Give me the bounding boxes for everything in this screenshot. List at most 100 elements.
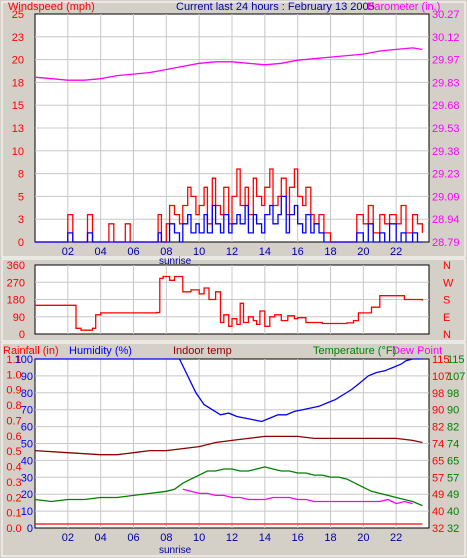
temp-tick-label-green: 98	[447, 388, 459, 400]
wind-tick-label: 20	[12, 55, 24, 67]
temp-tick-label: 57	[432, 472, 444, 484]
temperature-line	[34, 466, 423, 507]
rainfall-tick-label: 0.7	[6, 415, 21, 427]
temp-tick-label: 49	[432, 489, 444, 501]
temp-tick-label-green: 65	[447, 455, 459, 467]
wind-tick-label: 25	[12, 9, 24, 21]
sunrise-label-bottom: sunrise	[159, 545, 192, 556]
wind-tick-label: 18	[12, 77, 24, 89]
humidity-tick-label: 40	[21, 455, 33, 467]
x-tick-label: 06	[127, 246, 139, 258]
temp-tick-label: 32	[432, 523, 444, 535]
wind-tick-label: 5	[18, 191, 24, 203]
barometer-axis-title: Barometer (in.)	[367, 1, 440, 13]
x-tick-label: 18	[324, 532, 336, 544]
direction-tick-label: 90	[13, 312, 25, 324]
humidity-tick-label: 50	[21, 439, 33, 451]
dew-point-axis-title: Dew Point	[392, 345, 442, 357]
rainfall-axis-title: Rainfall (in)	[3, 345, 59, 357]
humidity-tick-label: 70	[21, 405, 33, 417]
rainfall-tick-label: 1.1	[6, 354, 21, 366]
barometer-tick-label: 30.27	[432, 9, 460, 21]
wind-direction-line	[35, 275, 424, 331]
temp-tick-label-green: 49	[447, 489, 459, 501]
humidity-tick-label: 10	[21, 506, 33, 518]
humidity-tick-label: 100	[15, 354, 33, 366]
x-tick-label: 06	[127, 532, 139, 544]
barometer-tick-label: 29.83	[432, 77, 460, 89]
barometer-tick-label: 29.23	[432, 169, 460, 181]
humidity-axis-title: Humidity (%)	[69, 345, 132, 357]
barometer-line	[34, 47, 423, 81]
barometer-tick-label: 29.53	[432, 123, 460, 135]
rainfall-tick-label: 1.0	[6, 369, 21, 381]
indoor-temp-line	[34, 435, 423, 456]
wind-tick-label: 10	[12, 146, 24, 158]
temp-tick-label: 65	[432, 455, 444, 467]
wind-speed-line	[35, 195, 423, 243]
temp-tick-label-green: 82	[447, 422, 459, 434]
temp-tick-label-green: 32	[447, 523, 459, 535]
x-tick-label: 16	[292, 532, 304, 544]
sunrise-label-top: sunrise	[159, 256, 192, 267]
direction-tick-label: 0	[19, 329, 25, 341]
humidity-tick-label: 0	[27, 523, 33, 535]
x-tick-label: 14	[259, 532, 271, 544]
x-tick-label: 12	[226, 532, 238, 544]
temp-tick-label: 90	[432, 405, 444, 417]
direction-tick-label: 360	[7, 260, 25, 272]
compass-tick-label: N	[443, 329, 451, 341]
temp-tick-label-green: 107	[447, 371, 465, 383]
x-tick-label: 20	[357, 532, 369, 544]
humidity-tick-label: 20	[21, 489, 33, 501]
temp-tick-label: 115	[432, 354, 450, 366]
wind-axis-title: Windspeed (mph)	[8, 1, 95, 13]
temp-tick-label: 40	[432, 506, 444, 518]
rainfall-tick-label: 0.2	[6, 492, 21, 504]
x-tick-label: 20	[357, 246, 369, 258]
direction-tick-label: 270	[7, 277, 25, 289]
wind-tick-label: 23	[12, 32, 24, 44]
x-tick-label: 14	[259, 246, 271, 258]
dew-point-line	[182, 488, 413, 505]
x-tick-label: 10	[193, 532, 205, 544]
temperature-axis-title: Temperature (°F)	[313, 345, 396, 357]
indoor-temp-title: Indoor temp	[173, 345, 232, 357]
temp-tick-label-green: 74	[447, 439, 459, 451]
barometer-tick-label: 29.09	[432, 191, 460, 203]
wind-tick-label: 8	[18, 169, 24, 181]
wind-tick-label: 15	[12, 100, 24, 112]
x-tick-label: 02	[62, 532, 74, 544]
compass-tick-label: N	[443, 260, 451, 272]
barometer-tick-label: 29.97	[432, 55, 460, 67]
rainfall-tick-label: 0.8	[6, 400, 21, 412]
temp-tick-label: 74	[432, 439, 444, 451]
x-tick-label: 10	[193, 246, 205, 258]
barometer-tick-label: 30.12	[432, 32, 460, 44]
humidity-line	[35, 358, 423, 423]
compass-tick-label: E	[443, 312, 450, 324]
chart-title: Current last 24 hours : February 13 2005	[176, 1, 375, 13]
rainfall-tick-label: 0.1	[6, 508, 21, 520]
temp-tick-label: 98	[432, 388, 444, 400]
wind-tick-label: 3	[18, 214, 24, 226]
humidity-tick-label: 30	[21, 472, 33, 484]
barometer-tick-label: 29.68	[432, 100, 460, 112]
barometer-tick-label: 28.94	[432, 214, 460, 226]
x-tick-label: 08	[160, 246, 172, 258]
temp-tick-label-green: 90	[447, 405, 459, 417]
temp-tick-label-green: 115	[447, 354, 465, 366]
wind-tick-label: 13	[12, 123, 24, 135]
humidity-tick-label: 60	[21, 422, 33, 434]
series-lines	[34, 47, 424, 525]
x-tick-label: 12	[226, 246, 238, 258]
direction-tick-label: 180	[7, 295, 25, 307]
x-tick-label: 22	[390, 532, 402, 544]
x-tick-label: 04	[95, 532, 107, 544]
compass-tick-label: S	[443, 295, 450, 307]
rainfall-tick-label: 0.6	[6, 431, 21, 443]
rainfall-tick-label: 0.3	[6, 477, 21, 489]
